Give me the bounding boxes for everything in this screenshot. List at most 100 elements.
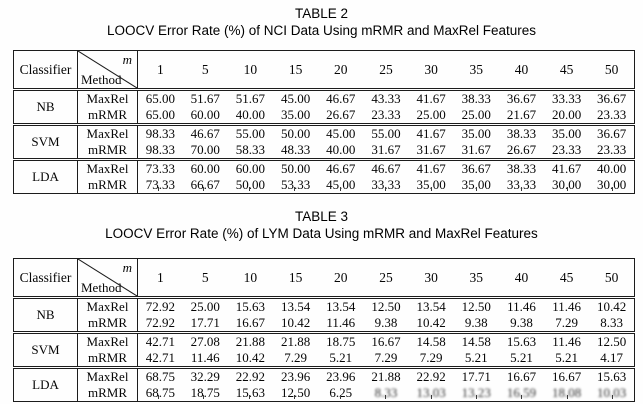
method-name-cell: mRMR [77, 385, 138, 402]
error-rate-value-cell: 51.67 [190, 91, 220, 106]
error-rate-value-cell: 10.42 [280, 315, 311, 330]
feature-count-column-header: 45 [544, 258, 590, 299]
method-name-cell: MaxRel [77, 158, 138, 177]
feature-count-column-header: 10 [227, 50, 274, 91]
error-rate-value-cell: 98.33 [145, 142, 175, 157]
feature-count-column-header: 20 [318, 258, 364, 299]
error-rate-value-cell: 60.00 [182, 158, 228, 177]
error-rate-value-cell: 36.67 [453, 158, 499, 177]
error-rate-value-cell: 43.33 [371, 91, 401, 106]
error-rate-value-cell: 12.50 [371, 299, 401, 314]
classifier-name-cell: SVM [13, 331, 78, 368]
feature-count-column-header: 5 [182, 50, 228, 91]
table2: Classifier m Method 1 5 10 15 20 25 30 35 40 45 50 NB M… [13, 50, 635, 194]
error-rate-value-cell: 48.33 [280, 142, 311, 157]
error-rate-value-cell: 38.33 [498, 158, 545, 177]
error-rate-value-cell: 66.67 [190, 177, 220, 192]
error-rate-value-cell: 30.00 [552, 177, 582, 192]
feature-count-column-header: 35 [453, 50, 499, 91]
m-method-diagonal-header: m Method [77, 50, 138, 91]
error-rate-value-cell: 38.33 [498, 123, 545, 142]
error-rate-value-cell: 38.33 [461, 91, 491, 106]
feature-count-column-header: 1 [137, 50, 183, 91]
table2-caption: TABLE 2 LOOCV Error Rate (%) of NCI Data… [0, 6, 643, 39]
error-rate-value-cell: 33.33 [552, 91, 582, 106]
error-rate-value-cell: 11.46 [190, 350, 220, 365]
classifier-header: Classifier [13, 50, 78, 91]
error-rate-value-cell: 21.88 [227, 331, 274, 350]
clipped-row-tick [385, 187, 386, 191]
error-rate-value-cell: 13.54 [416, 299, 446, 314]
error-rate-value-cell: 40.00 [589, 158, 635, 177]
error-rate-value-cell: 35.00 [453, 123, 499, 142]
feature-count-column-header: 30 [408, 258, 454, 299]
error-rate-value-cell: 16.67 [498, 366, 545, 385]
error-rate-value-cell: 35.00 [280, 107, 311, 122]
table3-bottom-ticks [13, 395, 635, 400]
data-row: mRMR 42.71 11.46 10.42 7.29 5.21 7.29 7.29 5.21 5… [14, 350, 635, 368]
feature-count-column-header: 45 [544, 50, 590, 91]
clipped-row-tick [248, 395, 250, 399]
error-rate-value-cell: 11.46 [552, 299, 582, 314]
table3: Classifier m Method 1 5 10 15 20 25 30 35 40 45 50 NB M… [13, 258, 635, 402]
error-rate-value-cell: 60.00 [190, 107, 220, 122]
error-rate-value-cell: 11.46 [326, 315, 356, 330]
clipped-row-tick [248, 187, 250, 191]
method-name-cell: mRMR [77, 315, 138, 333]
data-row: LDA MaxRel 68.75 32.29 22.92 23.96 23.96 21.88 2… [13, 366, 635, 402]
error-rate-value-cell: 36.67 [589, 123, 635, 142]
error-rate-value-cell: 23.33 [552, 142, 582, 157]
diagonal-line [78, 259, 137, 296]
method-name-cell: MaxRel [77, 366, 138, 385]
error-rate-value-cell: 23.33 [596, 107, 627, 122]
error-rate-value-cell: 15.63 [498, 331, 545, 350]
feature-count-column-header: 35 [453, 258, 499, 299]
error-rate-value-cell: 7.29 [284, 350, 307, 365]
clipped-row-tick [521, 395, 523, 399]
error-rate-value-cell: 45.00 [280, 91, 311, 106]
data-row: mRMR 68.75 18.75 15.63 12.50 6.25 8.33 13.03 13.… [14, 385, 635, 402]
error-rate-value-cell: 26.67 [326, 107, 356, 122]
error-rate-value-cell: 9.38 [510, 315, 533, 330]
error-rate-value-cell: 31.67 [371, 142, 401, 157]
error-rate-value-cell: 45.00 [318, 123, 364, 142]
method-name-cell: mRMR [77, 142, 138, 160]
feature-count-column-header: 50 [589, 50, 635, 91]
error-rate-value-cell: 17.71 [453, 366, 499, 385]
error-rate-value-cell: 33.33 [371, 177, 401, 192]
error-rate-value-cell: 10.03 [596, 385, 627, 400]
clipped-row-tick [521, 187, 523, 191]
error-rate-value-cell: 13.23 [461, 385, 491, 400]
error-rate-value-cell: 18.75 [318, 331, 364, 350]
error-rate-value-cell: 15.63 [589, 366, 635, 385]
error-rate-value-cell: 16.67 [235, 315, 266, 330]
clipped-row-tick [157, 187, 159, 191]
error-rate-value-cell: 72.92 [145, 299, 175, 314]
error-rate-value-cell: 21.88 [273, 331, 319, 350]
data-row: SVM MaxRel 42.71 27.08 21.88 21.88 18.75 16.67 1… [13, 331, 635, 368]
error-rate-value-cell: 23.96 [273, 366, 319, 385]
error-rate-value-cell: 26.67 [506, 142, 537, 157]
feature-count-column-header: 20 [318, 50, 364, 91]
error-rate-value-cell: 31.67 [416, 142, 446, 157]
error-rate-value-cell: 23.33 [371, 107, 401, 122]
data-row: SVM MaxRel 98.33 46.67 55.00 50.00 45.00 55.00 4… [13, 123, 635, 160]
error-rate-value-cell: 6.25 [329, 385, 353, 400]
error-rate-value-cell: 13.54 [280, 299, 311, 314]
error-rate-value-cell: 8.33 [600, 315, 623, 330]
error-rate-value-cell: 23.96 [318, 366, 364, 385]
error-rate-value-cell: 46.67 [318, 158, 364, 177]
feature-count-column-header: 15 [273, 258, 319, 299]
error-rate-value-cell: 33.33 [506, 177, 537, 192]
error-rate-value-cell: 50.00 [235, 177, 266, 192]
table3-caption-title: LOOCV Error Rate (%) of LYM Data Using m… [105, 226, 538, 241]
error-rate-value-cell: 31.67 [461, 142, 491, 157]
header-row: Classifier m Method 1 5 10 15 20 25 30 35 40 45 50 [13, 258, 635, 299]
error-rate-value-cell: 27.08 [182, 331, 228, 350]
clipped-row-tick [385, 395, 386, 399]
error-rate-value-cell: 15.63 [235, 299, 266, 314]
error-rate-value-cell: 14.58 [408, 331, 454, 350]
error-rate-value-cell: 21.88 [363, 366, 409, 385]
classifier-name-cell: NB [13, 89, 78, 125]
clipped-row-tick [430, 187, 432, 191]
